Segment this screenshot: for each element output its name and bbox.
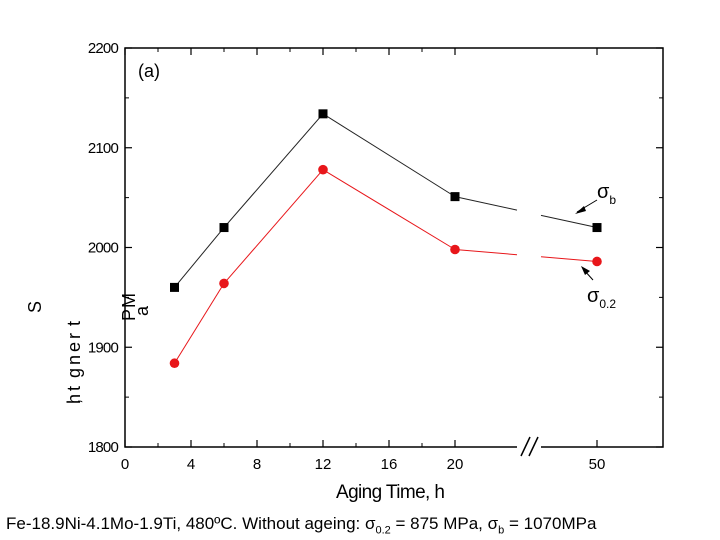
series-line-segment xyxy=(540,214,598,229)
x-axis-label: Aging Time, h xyxy=(336,482,444,503)
panel-label: (a) xyxy=(138,61,160,81)
legend-arrowhead-sigma-02 xyxy=(581,266,590,275)
data-point xyxy=(318,164,328,175)
x-tick-label: 0 xyxy=(121,456,129,473)
series-line-segment xyxy=(322,169,456,250)
series-layer xyxy=(169,109,602,369)
y-axis-label-char: , xyxy=(64,399,84,404)
data-point xyxy=(219,278,229,289)
series-line-segment xyxy=(223,113,324,228)
y-axis-label-char: t xyxy=(64,321,84,326)
series-line-segment xyxy=(223,169,324,284)
legend-label-sigma-02: σ0.2 xyxy=(587,285,616,311)
y-axis-label-char: a xyxy=(132,305,152,316)
x-tick-label: 20 xyxy=(447,456,464,473)
figure-caption: Fe-18.9Ni-4.1Mo-1.9Ti, 480ºC. Without ag… xyxy=(6,514,597,537)
data-point xyxy=(170,282,179,292)
data-point xyxy=(450,192,460,202)
x-tick-label: 16 xyxy=(381,456,398,473)
y-axis-label-char: t xyxy=(64,386,84,391)
data-point xyxy=(592,223,602,233)
y-axis-label-char: r xyxy=(64,333,84,339)
x-axis-ticks: 0 4 8 12 16 20 50 xyxy=(121,48,606,473)
x-tick-label: 50 xyxy=(589,456,606,473)
x-tick-label: 4 xyxy=(187,456,195,473)
legend-label-sigma-b: σb xyxy=(597,181,616,207)
y-tick-label: 2000 xyxy=(88,240,119,257)
y-axis-label-char: n xyxy=(64,355,84,365)
x-tick-label: 8 xyxy=(253,456,261,473)
series-line-segment xyxy=(454,248,518,256)
legend: σb σ0.2 xyxy=(575,181,616,311)
y-axis-label-char: P xyxy=(119,309,139,321)
series-line-segment xyxy=(454,196,518,211)
y-tick-label: 1900 xyxy=(88,339,119,356)
data-point xyxy=(450,244,460,255)
series-line-segment xyxy=(174,227,225,288)
data-point xyxy=(318,109,328,119)
series-line-segment xyxy=(540,256,598,262)
data-point xyxy=(219,223,229,233)
series-0 xyxy=(170,109,602,292)
y-axis-label-char: h xyxy=(64,394,84,404)
y-tick-label: 1800 xyxy=(88,439,119,456)
series-line-segment xyxy=(174,283,225,364)
y-axis-ticks: 1800 1900 2000 2100 2200 xyxy=(88,40,663,456)
data-point xyxy=(592,256,602,267)
legend-arrowhead-sigma-b xyxy=(575,206,586,214)
y-tick-label: 2100 xyxy=(88,140,119,157)
y-axis-label-char: e xyxy=(64,342,84,352)
series-1 xyxy=(169,164,602,369)
y-tick-label: 2200 xyxy=(88,40,119,57)
series-line-segment xyxy=(322,113,456,198)
y-axis-label-char: S xyxy=(25,301,45,313)
x-axis-break-mark xyxy=(517,436,541,457)
plot-frame xyxy=(124,47,664,448)
y-axis-label-char: M xyxy=(119,293,139,308)
y-axis-label-char: g xyxy=(64,368,84,378)
x-tick-label: 12 xyxy=(315,456,332,473)
data-point xyxy=(169,358,180,369)
